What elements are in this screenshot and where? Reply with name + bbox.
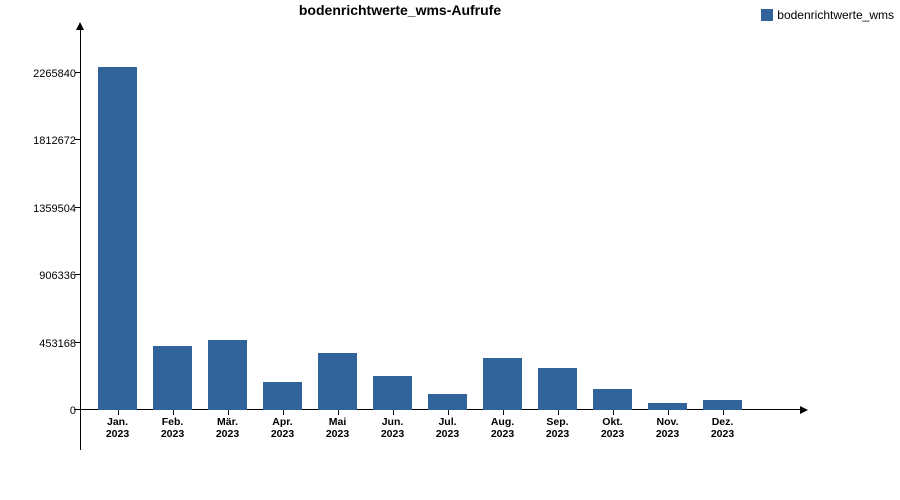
y-axis-arrow [76,22,84,30]
x-tick-label: Mär.2023 [216,416,239,440]
x-tick-label: Jun.2023 [381,416,404,440]
x-tick-mark [118,410,119,415]
legend-swatch [761,9,773,21]
x-tick-label: Jan.2023 [106,416,129,440]
bar [703,400,743,410]
bar [428,394,468,410]
x-tick-label: Aug.2023 [491,416,514,440]
y-tick-label: 1812672 [33,135,76,147]
x-tick-label: Mai2023 [326,416,349,440]
x-tick-label: Okt.2023 [601,416,624,440]
x-labels: Jan.2023 Feb.2023 Mär.2023 Apr.2023 Mai2023 J… [80,410,800,450]
bar [98,67,138,410]
y-tick-label: 2265840 [33,68,76,80]
plot-area: 0453168906336135950418126722265840 Jan.2… [80,30,800,450]
x-tick-mark [338,410,339,415]
x-tick-mark [558,410,559,415]
y-tick-mark [75,274,80,275]
x-tick-mark [448,410,449,415]
bar [153,346,193,410]
bar-chart: bodenrichtwerte_wms-Aufrufe bodenrichtwe… [0,0,900,500]
y-tick-label: 453168 [39,338,76,350]
x-tick-mark [228,410,229,415]
x-tick-label: Feb.2023 [161,416,184,440]
x-axis-arrow [800,406,808,414]
x-tick-label: Jul.2023 [436,416,459,440]
x-tick-label: Apr.2023 [271,416,294,440]
x-tick-mark [173,410,174,415]
bar [648,403,688,410]
bar [593,389,633,410]
bar [208,340,248,410]
bar [263,382,303,410]
x-tick-mark [393,410,394,415]
x-tick-label: Nov.2023 [656,416,679,440]
y-tick-mark [75,342,80,343]
x-tick-mark [668,410,669,415]
y-tick-mark [75,72,80,73]
x-tick-label: Dez.2023 [711,416,734,440]
x-tick-mark [283,410,284,415]
y-tick-mark [75,207,80,208]
legend-label: bodenrichtwerte_wms [777,8,894,22]
y-axis [80,30,81,450]
bar [318,353,358,410]
y-tick-label: 1359504 [33,203,76,215]
chart-title: bodenrichtwerte_wms-Aufrufe [0,2,800,18]
y-tick-label: 0 [70,405,76,417]
bar [483,358,523,410]
x-tick-label: Sep.2023 [546,416,569,440]
bar [373,376,413,410]
x-tick-mark [723,410,724,415]
bar [538,368,578,410]
y-tick-mark [75,139,80,140]
x-tick-mark [503,410,504,415]
y-tick-label: 906336 [39,270,76,282]
x-tick-mark [613,410,614,415]
legend: bodenrichtwerte_wms [761,8,894,22]
